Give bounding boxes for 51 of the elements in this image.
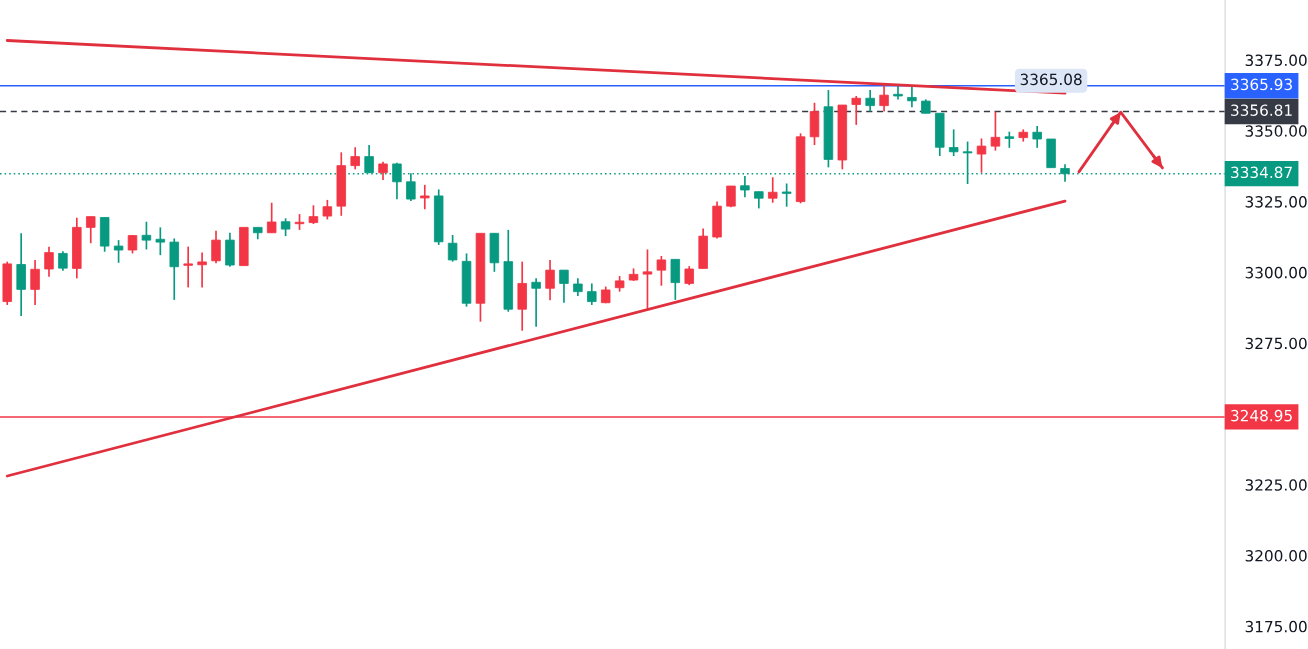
candlestick	[197, 251, 207, 289]
ref-line-label: 3365.93	[1231, 78, 1292, 91]
candlestick	[587, 282, 597, 306]
candlestick	[781, 182, 792, 208]
ref-line-label: 3248.95	[1231, 409, 1292, 422]
candlestick	[865, 89, 875, 113]
candlestick	[656, 255, 667, 287]
candlestick	[183, 245, 193, 289]
candlestick	[30, 259, 40, 306]
candlestick	[420, 184, 430, 211]
candlestick	[768, 176, 778, 204]
candlestick	[58, 250, 68, 272]
y-tick-label: 3325.00	[1245, 196, 1307, 208]
candlestick	[907, 85, 917, 109]
annotation: 3365.08	[1020, 73, 1082, 86]
candlestick	[851, 95, 861, 126]
candlestick	[893, 85, 903, 101]
candlestick	[155, 226, 166, 256]
candlestick	[531, 277, 541, 328]
candlestick	[740, 175, 750, 199]
candlestick	[948, 128, 959, 157]
candlestick	[990, 110, 1001, 152]
candlestick	[266, 201, 277, 234]
candlestick	[1032, 125, 1042, 149]
candlestick	[86, 215, 96, 245]
y-tick-label: 3175.00	[1245, 620, 1307, 633]
candlestick	[976, 137, 987, 174]
candlestick	[670, 258, 681, 301]
y-tick-label: 3350.00	[1245, 125, 1307, 137]
candlestick	[642, 248, 653, 311]
candlestick	[308, 204, 319, 225]
y-tick-label: 3225.00	[1245, 479, 1307, 491]
ref-line-label: 3356.81	[1231, 104, 1292, 116]
ref-line-label: 3334.87	[1231, 166, 1292, 179]
candlestick	[322, 199, 333, 221]
candlestick	[559, 269, 569, 304]
candlestick	[113, 239, 124, 264]
candlestick	[350, 146, 360, 171]
candlestick	[44, 245, 54, 278]
y-tick-label: 3375.00	[1245, 54, 1307, 67]
candlestick	[378, 160, 388, 181]
candlestick	[447, 234, 458, 263]
y-tick-label: 3200.00	[1245, 550, 1307, 562]
candlestick	[127, 234, 138, 255]
candlestick	[879, 84, 889, 113]
candlestick	[545, 259, 555, 301]
candlestick	[684, 265, 694, 286]
candlestick	[141, 220, 152, 251]
candlestick	[211, 229, 221, 265]
y-tick-label: 3275.00	[1245, 337, 1307, 350]
y-tick-label: 3300.00	[1245, 266, 1307, 279]
